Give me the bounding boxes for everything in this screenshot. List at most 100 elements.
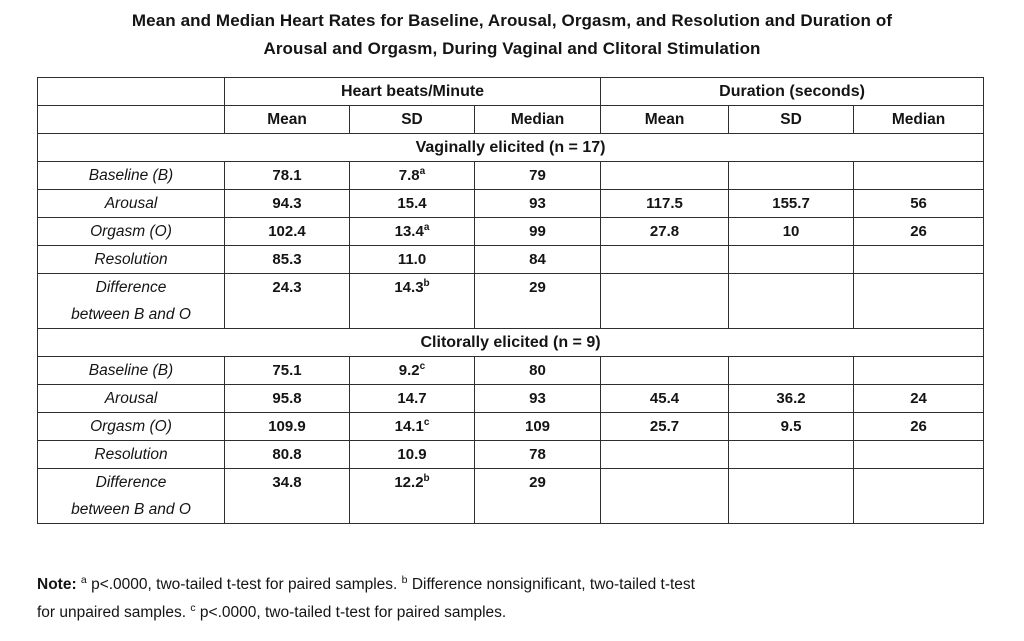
row-label: Difference between B and O xyxy=(37,273,225,329)
value-cell xyxy=(728,245,855,274)
title-line-1: Mean and Median Heart Rates for Baseline… xyxy=(131,11,893,30)
value-cell xyxy=(853,468,985,524)
value-cell xyxy=(600,356,730,385)
table-row: Baseline (B) 75.1 9.2c 80 xyxy=(37,356,985,385)
value-cell: 78.1 xyxy=(224,161,350,190)
value-cell: 29 xyxy=(473,273,602,329)
value-cell: 45.4 xyxy=(600,384,730,413)
value-cell: 11.0 xyxy=(349,245,475,274)
value-cell: 29 xyxy=(473,468,602,524)
value-cell xyxy=(853,440,985,469)
value-cell: 56 xyxy=(853,189,985,218)
footnote: Note: a p<.0000, two-tailed t-test for p… xyxy=(37,573,695,621)
stub-cell xyxy=(37,105,225,134)
value-cell: 93 xyxy=(473,384,602,413)
value-cell xyxy=(728,356,855,385)
row-label: Orgasm (O) xyxy=(37,217,225,246)
col-header-hb-sd: SD xyxy=(349,105,475,134)
value-cell xyxy=(853,161,985,190)
value-cell xyxy=(600,245,730,274)
value-cell: 10 xyxy=(728,217,855,246)
table-row: Difference between B and O 24.3 14.3b 29 xyxy=(37,273,985,329)
value-cell: 10.9 xyxy=(349,440,475,469)
title-line-2: Arousal and Orgasm, During Vaginal and C… xyxy=(263,39,761,58)
value-cell: 15.4 xyxy=(349,189,475,218)
table-title: Mean and Median Heart Rates for Baseline… xyxy=(0,0,1024,63)
value-cell xyxy=(853,245,985,274)
value-cell: 9.5 xyxy=(728,412,855,441)
value-cell: 94.3 xyxy=(224,189,350,218)
footnote-marker: b xyxy=(401,573,408,586)
heart-rate-table: Heart beats/Minute Duration (seconds) Me… xyxy=(36,77,985,524)
value-cell xyxy=(853,273,985,329)
section-header-row: Vaginally elicited (n = 17) xyxy=(36,133,985,162)
value-cell: 109 xyxy=(473,412,602,441)
value-cell xyxy=(600,468,730,524)
value-cell: 99 xyxy=(473,217,602,246)
table-row: Resolution 80.8 10.9 78 xyxy=(37,440,985,469)
value-cell: 75.1 xyxy=(224,356,350,385)
group-header-duration: Duration (seconds) xyxy=(600,77,985,106)
value-cell xyxy=(728,161,855,190)
value-cell xyxy=(728,440,855,469)
value-cell: 102.4 xyxy=(224,217,350,246)
section-header-row: Clitorally elicited (n = 9) xyxy=(36,328,985,357)
value-cell: 78 xyxy=(473,440,602,469)
col-header-dur-median: Median xyxy=(853,105,985,134)
value-cell: 117.5 xyxy=(600,189,730,218)
value-cell xyxy=(600,161,730,190)
table-row: Difference between B and O 34.8 12.2b 29 xyxy=(37,468,985,524)
value-cell xyxy=(853,356,985,385)
value-cell xyxy=(600,273,730,329)
section-header: Vaginally elicited (n = 17) xyxy=(36,133,985,162)
row-label: Resolution xyxy=(37,440,225,469)
col-header-hb-mean: Mean xyxy=(224,105,350,134)
value-cell: 13.4a xyxy=(349,217,475,246)
row-label: Difference between B and O xyxy=(37,468,225,524)
table-body: Vaginally elicited (n = 17) Baseline (B) 7… xyxy=(36,133,985,524)
row-label: Baseline (B) xyxy=(37,356,225,385)
value-cell: 24.3 xyxy=(224,273,350,329)
column-header-row: Mean SD Median Mean SD Median xyxy=(37,105,985,134)
table-row: Orgasm (O) 102.4 13.4a 99 27.8 10 26 xyxy=(37,217,985,246)
value-cell: 34.8 xyxy=(224,468,350,524)
value-cell: 14.1c xyxy=(349,412,475,441)
row-label: Orgasm (O) xyxy=(37,412,225,441)
value-cell: 26 xyxy=(853,412,985,441)
group-header-heartbeats: Heart beats/Minute xyxy=(223,77,602,106)
value-cell: 155.7 xyxy=(728,189,855,218)
section-header: Clitorally elicited (n = 9) xyxy=(36,328,985,357)
table-row: Baseline (B) 78.1 7.8a 79 xyxy=(37,161,985,190)
value-cell: 36.2 xyxy=(728,384,855,413)
value-cell: 24 xyxy=(853,384,985,413)
table-row: Arousal 95.8 14.7 93 45.4 36.2 24 xyxy=(37,384,985,413)
footnote-marker: c xyxy=(190,601,196,614)
table-head: Heart beats/Minute Duration (seconds) Me… xyxy=(37,77,985,134)
note-label: Note: xyxy=(37,576,77,593)
footnote-marker: a xyxy=(80,573,87,586)
value-cell: 12.2b xyxy=(349,468,475,524)
value-cell: 80.8 xyxy=(224,440,350,469)
row-label: Baseline (B) xyxy=(37,161,225,190)
value-cell xyxy=(600,440,730,469)
row-label: Arousal xyxy=(37,189,225,218)
col-header-dur-sd: SD xyxy=(728,105,855,134)
value-cell: 27.8 xyxy=(600,217,730,246)
value-cell: 95.8 xyxy=(224,384,350,413)
value-cell: 7.8a xyxy=(349,161,475,190)
value-cell: 84 xyxy=(473,245,602,274)
table-row: Resolution 85.3 11.0 84 xyxy=(37,245,985,274)
table-row: Orgasm (O) 109.9 14.1c 109 25.7 9.5 26 xyxy=(37,412,985,441)
value-cell: 14.3b xyxy=(349,273,475,329)
col-header-hb-median: Median xyxy=(473,105,602,134)
value-cell: 85.3 xyxy=(224,245,350,274)
row-label: Resolution xyxy=(37,245,225,274)
value-cell xyxy=(728,273,855,329)
value-cell: 79 xyxy=(473,161,602,190)
value-cell: 9.2c xyxy=(349,356,475,385)
value-cell: 93 xyxy=(473,189,602,218)
value-cell: 26 xyxy=(853,217,985,246)
col-header-dur-mean: Mean xyxy=(600,105,730,134)
row-label: Arousal xyxy=(37,384,225,413)
value-cell: 80 xyxy=(473,356,602,385)
